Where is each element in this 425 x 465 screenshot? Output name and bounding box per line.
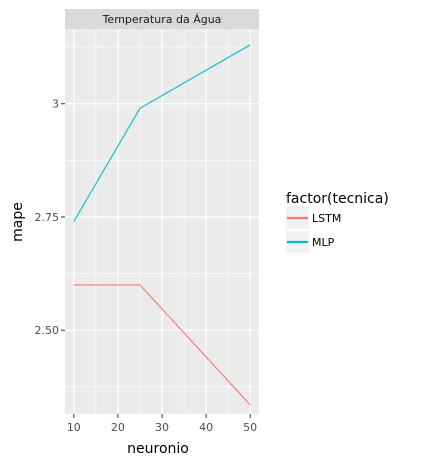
x-tick-label: 50 <box>243 421 257 434</box>
legend-label-mlp: MLP <box>312 236 335 249</box>
legend-label-lstm: LSTM <box>312 212 341 225</box>
y-axis-title: mape <box>10 202 26 242</box>
x-tick-label: 10 <box>67 421 81 434</box>
legend-keys: LSTM MLP <box>286 207 341 253</box>
legend: factor(tecnica) LSTM MLP <box>286 191 389 253</box>
series-line-mlp <box>73 44 251 222</box>
x-axis-title: neuronio <box>127 441 189 457</box>
major-gridlines <box>65 29 259 414</box>
legend-title: factor(tecnica) <box>286 191 389 207</box>
x-tick-label: 30 <box>155 421 169 434</box>
y-tick-label: 3 <box>52 98 59 111</box>
x-tick-label: 40 <box>199 421 213 434</box>
facet-strip <box>65 9 259 29</box>
y-tick-label: 2.50 <box>35 324 60 337</box>
facet-strip-label: Temperatura da Água <box>102 13 222 26</box>
x-axis-ticks: 10 20 30 40 50 <box>67 414 257 434</box>
x-tick-label: 20 <box>111 421 125 434</box>
series-lines <box>73 44 251 406</box>
y-tick-label: 2.75 <box>35 211 60 224</box>
series-line-lstm <box>73 284 251 406</box>
y-axis-ticks: 2.50 2.75 3 <box>35 98 65 337</box>
